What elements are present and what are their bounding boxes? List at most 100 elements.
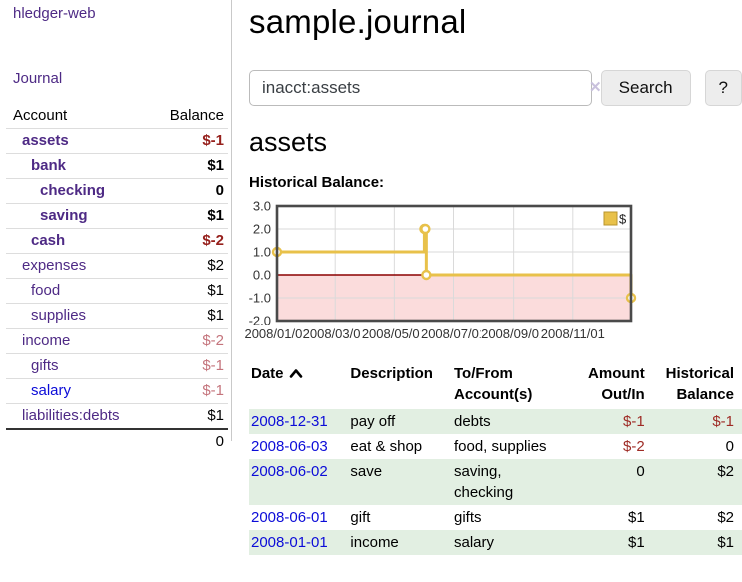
accounts-table: Account Balance assets $-1 bank $1 check… — [6, 104, 228, 454]
accounts-column-header: To/From Account(s) — [453, 365, 533, 403]
main-content: sample.journal ✕ Search ? assets Histori… — [245, 0, 742, 555]
svg-text:2008/07/01: 2008/07/01 — [421, 326, 486, 341]
transaction-row[interactable]: 2008-06-03 eat & shop food, supplies $-2… — [249, 434, 742, 459]
historical-balance-chart: 3.0 2.0 1.0 0.0 -1.0 -2.0 2008/01/01 2008/03/01… — [245, 199, 645, 345]
account-row: assets $-1 — [6, 128, 228, 153]
account-balance: $1 — [207, 282, 224, 299]
transaction-accounts: debts — [453, 413, 491, 430]
svg-text:2.0: 2.0 — [253, 222, 271, 237]
account-link[interactable]: assets — [22, 132, 69, 149]
transaction-date-link[interactable]: 2008-06-01 — [251, 509, 328, 526]
description-column-header: Description — [350, 365, 433, 382]
transaction-row[interactable]: 2008-12-31 pay off debts $-1 $-1 — [249, 409, 742, 434]
transaction-balance: $2 — [717, 509, 734, 526]
account-row: food $1 — [6, 278, 228, 303]
account-heading: assets — [249, 127, 328, 157]
account-link[interactable]: cash — [31, 232, 66, 249]
sort-ascending-icon — [289, 369, 302, 378]
account-rows: assets $-1 bank $1 checking 0 saving $1 … — [6, 128, 228, 428]
transaction-date-link[interactable]: 2008-06-03 — [251, 438, 328, 455]
accounts-total-spacer — [6, 430, 154, 454]
accounts-total-value: 0 — [215, 433, 224, 450]
account-balance: $-2 — [202, 332, 224, 349]
transaction-accounts: gifts — [453, 509, 482, 526]
search-bar: ✕ Search ? — [249, 70, 742, 106]
transaction-balance: $2 — [717, 463, 734, 480]
transaction-date-link[interactable]: 2008-06-02 — [251, 463, 328, 480]
account-link[interactable]: bank — [31, 157, 67, 174]
search-button[interactable]: Search — [600, 70, 691, 106]
account-column-header: Account — [13, 107, 68, 124]
transaction-description: income — [350, 534, 399, 551]
search-input[interactable] — [249, 70, 592, 106]
account-link[interactable]: expenses — [22, 257, 87, 274]
account-balance: $1 — [207, 407, 224, 424]
account-row: income $-2 — [6, 328, 228, 353]
account-link[interactable]: salary — [31, 382, 72, 399]
nav-journal-link[interactable]: Journal — [13, 70, 63, 87]
svg-text:3.0: 3.0 — [253, 199, 271, 214]
transaction-description: save — [350, 463, 383, 480]
search-help-button[interactable]: ? — [704, 70, 742, 106]
svg-text:-1.0: -1.0 — [249, 291, 271, 306]
account-link[interactable]: checking — [40, 182, 106, 199]
register-header-row: Date Description To/From Account(s) Amou… — [249, 361, 742, 409]
svg-text:0.0: 0.0 — [253, 268, 271, 283]
svg-text:2008/05/01: 2008/05/01 — [362, 326, 427, 341]
account-row: supplies $1 — [6, 303, 228, 328]
date-column-header[interactable]: Date — [249, 361, 348, 409]
app-brand-link[interactable]: hledger-web — [13, 5, 96, 22]
account-row: saving $1 — [6, 203, 228, 228]
account-link[interactable]: income — [22, 332, 71, 349]
account-row: checking 0 — [6, 178, 228, 203]
accounts-header-row: Account Balance — [6, 104, 228, 128]
account-balance: $1 — [207, 157, 224, 174]
transaction-row[interactable]: 2008-01-01 income salary $1 $1 — [249, 530, 742, 555]
transaction-description: pay off — [350, 413, 396, 430]
account-balance: $-1 — [202, 132, 224, 149]
transaction-accounts: saving, checking — [453, 463, 514, 501]
account-link[interactable]: food — [31, 282, 61, 299]
balance-chart-svg: 3.0 2.0 1.0 0.0 -1.0 -2.02008/01/012008/03/01… — [245, 199, 637, 341]
svg-text:2008/09/01: 2008/09/01 — [481, 326, 546, 341]
transaction-description: gift — [350, 509, 371, 526]
transaction-amount: $-2 — [623, 438, 645, 455]
transaction-description: eat & shop — [350, 438, 423, 455]
register-table: Date Description To/From Account(s) Amou… — [249, 361, 742, 555]
transaction-row[interactable]: 2008-06-01 gift gifts $1 $2 — [249, 505, 742, 530]
page-title: sample.journal — [249, 3, 467, 40]
svg-text:2008/01/01: 2008/01/01 — [245, 326, 310, 341]
account-balance: $2 — [207, 257, 224, 274]
transaction-balance: $-1 — [712, 413, 734, 430]
transaction-date-link[interactable]: 2008-01-01 — [251, 534, 328, 551]
account-row: expenses $2 — [6, 253, 228, 278]
account-link[interactable]: gifts — [31, 357, 59, 374]
sidebar: hledger-web Journal Account Balance asse… — [0, 0, 232, 450]
balance-column-header-register: Historical Balance — [665, 365, 734, 403]
account-row: bank $1 — [6, 153, 228, 178]
account-link[interactable]: saving — [40, 207, 88, 224]
transaction-balance: $1 — [717, 534, 734, 551]
svg-text:-2.0: -2.0 — [249, 314, 271, 329]
transaction-row[interactable]: 2008-06-02 save saving, checking 0 $2 — [249, 459, 742, 505]
transaction-accounts: food, supplies — [453, 438, 547, 455]
transaction-date-link[interactable]: 2008-12-31 — [251, 413, 328, 430]
account-link[interactable]: liabilities:debts — [22, 407, 120, 424]
svg-text:2008/11/01: 2008/11/01 — [541, 326, 605, 341]
transaction-balance: 0 — [725, 438, 734, 455]
account-balance: $1 — [207, 207, 224, 224]
chart-title-label: Historical Balance: — [249, 174, 385, 191]
account-link[interactable]: supplies — [31, 307, 87, 324]
transaction-amount: $1 — [628, 509, 645, 526]
clear-search-icon[interactable]: ✕ — [589, 79, 602, 96]
balance-column-header: Balance — [169, 107, 224, 124]
amount-column-header: Amount Out/In — [588, 365, 645, 403]
accounts-total-row: 0 — [6, 428, 228, 454]
account-row: gifts $-1 — [6, 353, 228, 378]
svg-text:$: $ — [619, 212, 627, 227]
svg-text:1.0: 1.0 — [253, 245, 271, 260]
account-balance: $1 — [207, 307, 224, 324]
account-balance: 0 — [215, 182, 224, 199]
transaction-amount: $-1 — [623, 413, 645, 430]
